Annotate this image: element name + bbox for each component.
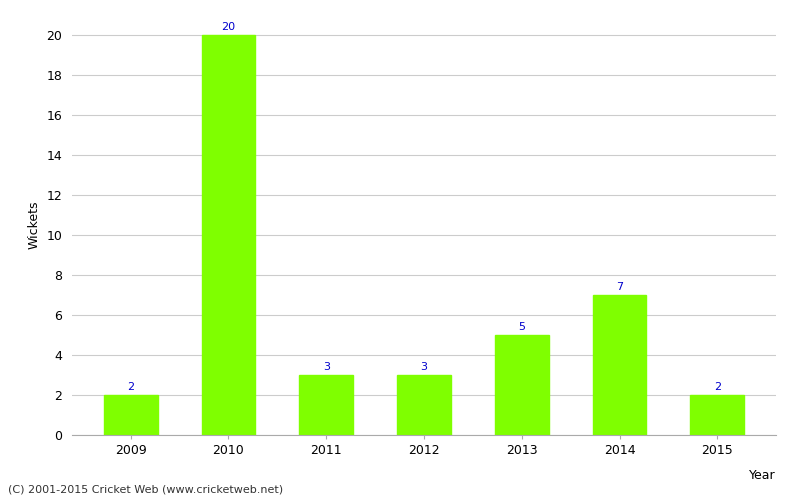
Text: Year: Year	[750, 468, 776, 481]
Bar	[690, 395, 744, 435]
Text: 2: 2	[714, 382, 721, 392]
Text: 3: 3	[322, 362, 330, 372]
Bar	[593, 295, 646, 435]
Bar	[299, 375, 353, 435]
Text: (C) 2001-2015 Cricket Web (www.cricketweb.net): (C) 2001-2015 Cricket Web (www.cricketwe…	[8, 485, 283, 495]
Y-axis label: Wickets: Wickets	[28, 200, 41, 249]
Text: 3: 3	[421, 362, 427, 372]
Bar	[495, 335, 549, 435]
Bar	[397, 375, 451, 435]
Bar	[202, 35, 255, 435]
Text: 5: 5	[518, 322, 526, 332]
Text: 2: 2	[127, 382, 134, 392]
Text: 20: 20	[222, 22, 235, 32]
Bar	[104, 395, 158, 435]
Text: 7: 7	[616, 282, 623, 292]
